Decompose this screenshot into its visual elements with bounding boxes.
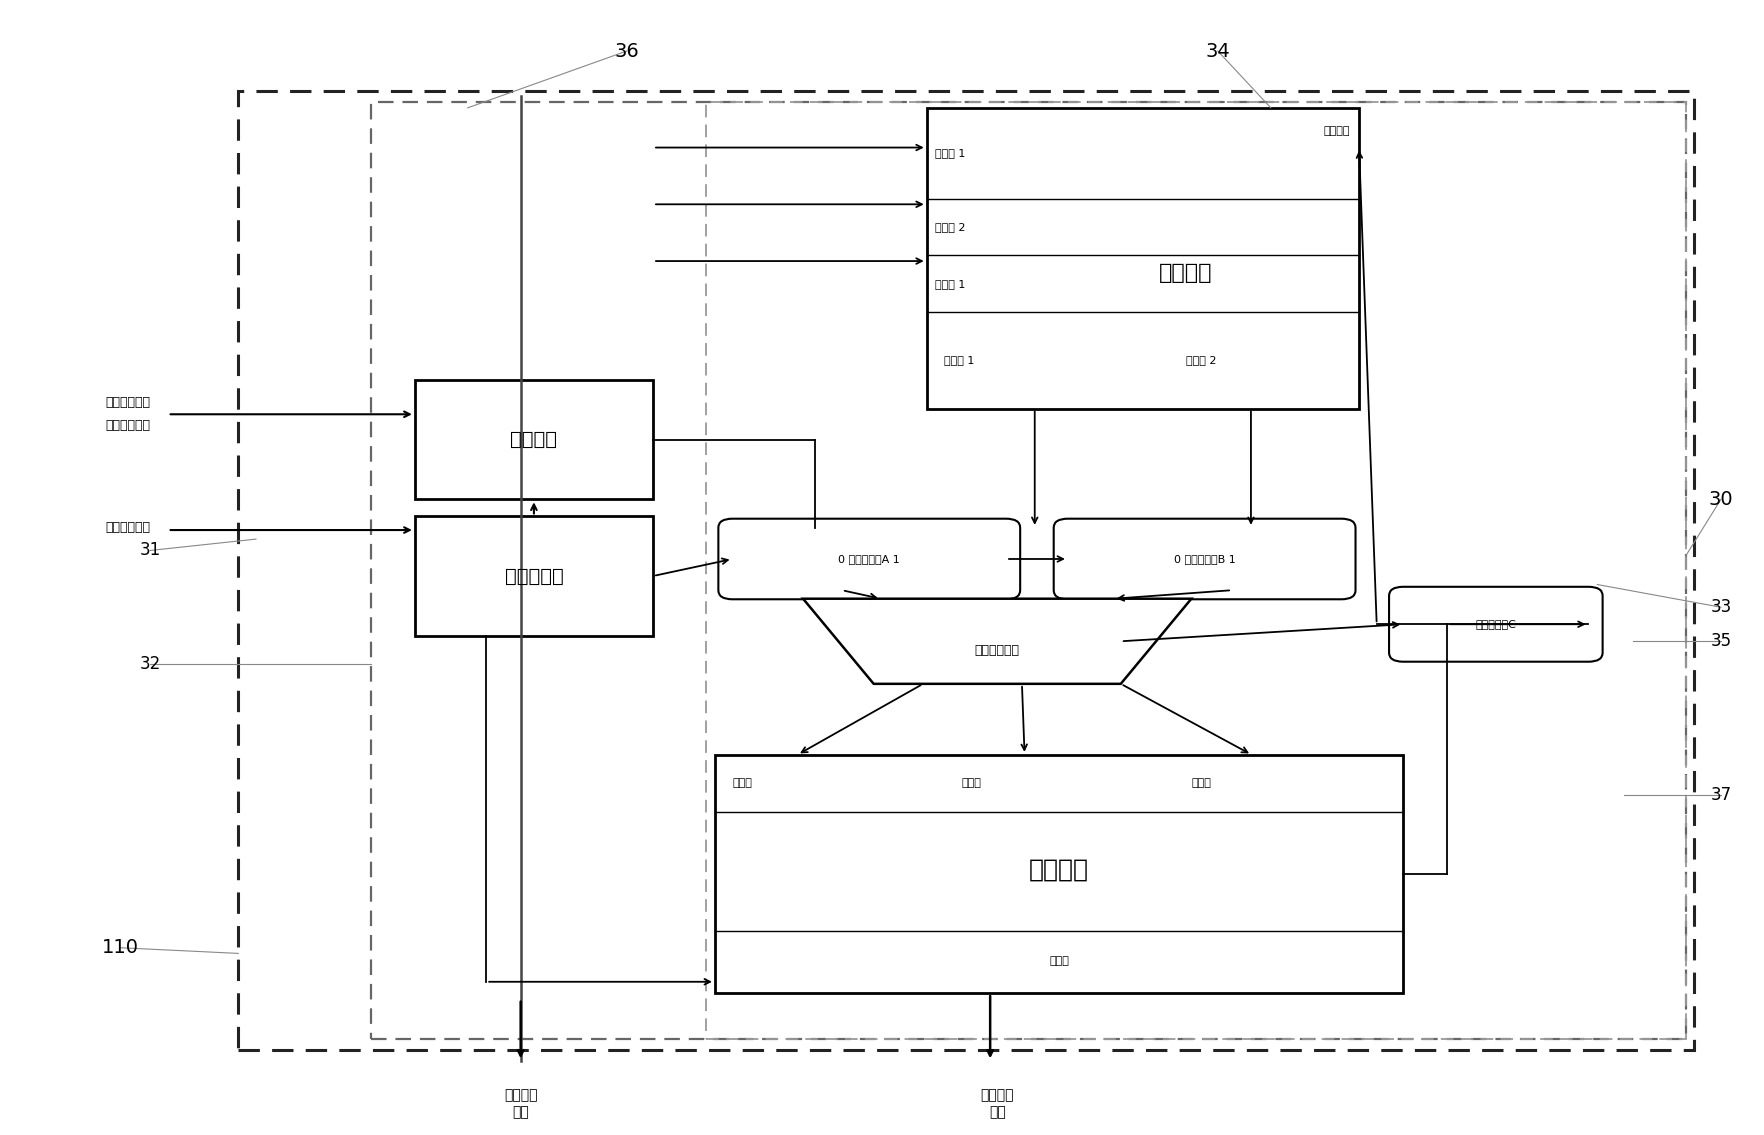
Text: 写地址: 写地址	[1191, 779, 1210, 788]
Text: 读地址 2: 读地址 2	[935, 222, 965, 232]
Text: 35: 35	[1709, 632, 1730, 650]
Text: 36: 36	[614, 42, 639, 60]
Text: 指令解析器: 指令解析器	[505, 566, 563, 586]
Text: 低级处理单元: 低级处理单元	[106, 396, 150, 410]
FancyBboxPatch shape	[718, 519, 1020, 599]
Text: 数据输出: 数据输出	[981, 1088, 1013, 1102]
Text: 数据写入: 数据写入	[1323, 126, 1349, 135]
Text: 端口: 端口	[988, 1105, 1005, 1119]
FancyBboxPatch shape	[1388, 587, 1602, 662]
Text: 指令输出: 指令输出	[505, 1088, 536, 1102]
Text: 0 多路选拤器B 1: 0 多路选拤器B 1	[1173, 554, 1235, 564]
Text: 读数据 1: 读数据 1	[944, 355, 974, 365]
Text: 0 多路选择器A 1: 0 多路选择器A 1	[838, 554, 900, 564]
Text: 37: 37	[1709, 785, 1730, 804]
Text: 读数据 2: 读数据 2	[1185, 355, 1215, 365]
FancyBboxPatch shape	[714, 755, 1402, 993]
Text: 读数据: 读数据	[961, 779, 981, 788]
Text: 110: 110	[102, 939, 138, 957]
FancyBboxPatch shape	[415, 380, 653, 499]
Text: 30: 30	[1708, 490, 1732, 508]
Text: 算数运算部件: 算数运算部件	[974, 644, 1020, 657]
Text: 多路选择器C: 多路选择器C	[1475, 620, 1515, 629]
Text: 34: 34	[1205, 42, 1230, 60]
Text: 输入缓存: 输入缓存	[510, 430, 557, 449]
Text: 寄存器组: 寄存器组	[1159, 263, 1212, 284]
Polygon shape	[803, 599, 1191, 683]
Text: 写地址 1: 写地址 1	[935, 279, 965, 288]
Text: 读数据: 读数据	[1048, 957, 1069, 966]
FancyBboxPatch shape	[1053, 519, 1355, 599]
Text: 本地存储: 本地存储	[1028, 857, 1088, 881]
Text: 数据输入端口: 数据输入端口	[106, 419, 150, 432]
Text: 33: 33	[1709, 598, 1730, 616]
Text: 读地址 1: 读地址 1	[935, 149, 965, 158]
Text: 写数据: 写数据	[732, 779, 751, 788]
Text: 31: 31	[139, 541, 161, 560]
Text: 指令输入端口: 指令输入端口	[106, 521, 150, 535]
FancyBboxPatch shape	[926, 108, 1358, 409]
Text: 端口: 端口	[512, 1105, 529, 1119]
Text: 32: 32	[139, 655, 161, 673]
FancyBboxPatch shape	[415, 516, 653, 636]
